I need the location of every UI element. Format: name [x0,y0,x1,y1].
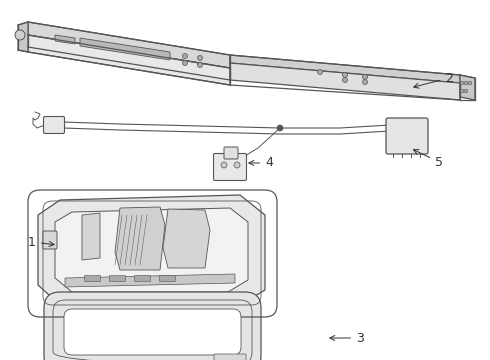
Circle shape [343,77,347,82]
Circle shape [197,55,202,60]
Circle shape [460,81,464,85]
Circle shape [234,162,240,168]
FancyBboxPatch shape [44,117,65,134]
FancyBboxPatch shape [214,153,246,180]
Polygon shape [55,35,75,44]
FancyBboxPatch shape [134,275,150,282]
FancyBboxPatch shape [224,147,238,159]
FancyBboxPatch shape [214,354,246,360]
Polygon shape [18,22,28,52]
FancyBboxPatch shape [43,231,57,249]
Circle shape [182,60,188,66]
Polygon shape [80,38,170,60]
Circle shape [464,89,468,93]
FancyBboxPatch shape [84,275,100,282]
Circle shape [464,81,468,85]
Circle shape [15,30,25,40]
Circle shape [343,72,347,77]
Polygon shape [28,22,230,68]
Polygon shape [230,55,460,83]
Polygon shape [28,35,230,85]
Text: 3: 3 [330,332,364,345]
Circle shape [318,69,322,75]
FancyBboxPatch shape [160,275,175,282]
Circle shape [197,63,202,68]
Circle shape [221,162,227,168]
Polygon shape [460,75,475,100]
FancyBboxPatch shape [109,275,125,282]
FancyBboxPatch shape [64,309,241,355]
Circle shape [277,125,283,131]
Polygon shape [115,207,165,270]
Text: 4: 4 [249,157,273,170]
FancyBboxPatch shape [44,292,261,360]
Polygon shape [65,274,235,287]
FancyBboxPatch shape [386,118,428,154]
Polygon shape [38,195,265,305]
Polygon shape [55,208,248,292]
Circle shape [468,81,472,85]
Circle shape [363,75,368,80]
Polygon shape [82,213,100,260]
Circle shape [363,80,368,85]
Text: 2: 2 [414,72,453,88]
Polygon shape [230,63,460,100]
Text: 5: 5 [414,150,443,168]
Text: 1: 1 [28,235,54,248]
Polygon shape [163,209,210,268]
Circle shape [182,54,188,58]
Circle shape [460,89,464,93]
